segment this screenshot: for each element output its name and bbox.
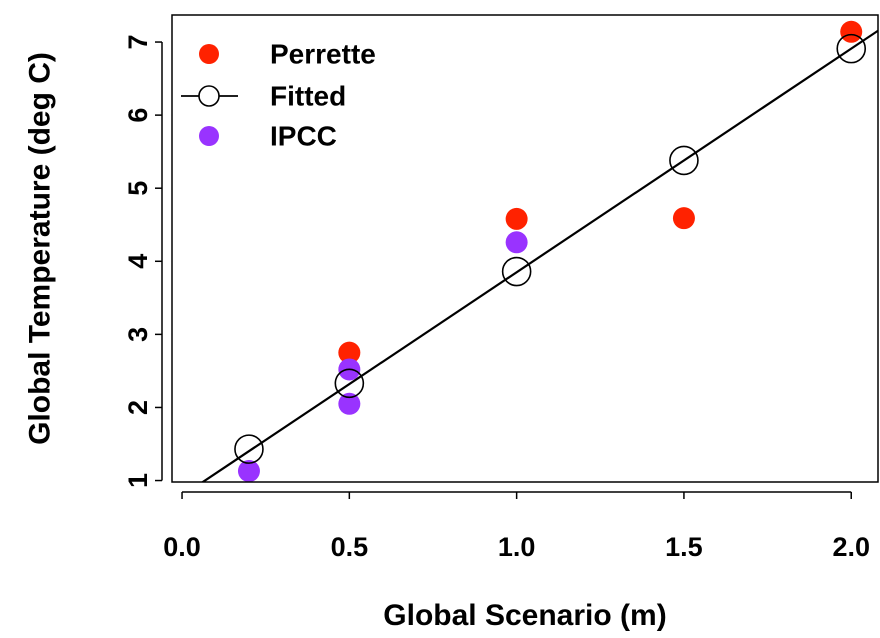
y-tick-label: 6 xyxy=(123,108,153,123)
series-ipcc xyxy=(237,231,528,482)
y-axis: 1 2 3 4 5 6 7 xyxy=(123,35,163,488)
y-tick-label: 2 xyxy=(123,400,153,415)
y-tick-label: 3 xyxy=(123,327,153,342)
plot-frame xyxy=(171,14,879,483)
x-axis-title: Global Scenario (m) xyxy=(383,599,666,632)
series-perrette xyxy=(338,20,863,364)
legend-label: Perrette xyxy=(270,39,376,70)
y-tick-label: 7 xyxy=(123,35,153,50)
legend-symbol xyxy=(199,126,219,146)
x-tick-label: 2.0 xyxy=(832,532,870,562)
fitted-line xyxy=(200,29,878,482)
data-point xyxy=(505,207,528,230)
data-point xyxy=(234,434,264,464)
legend-label: Fitted xyxy=(270,81,346,112)
legend-item: Perrette xyxy=(199,39,376,70)
data-point xyxy=(505,231,528,254)
data-point xyxy=(338,392,361,415)
legend-item: Fitted xyxy=(181,81,346,112)
data-point xyxy=(334,368,365,399)
legend-symbol xyxy=(198,85,220,107)
data-point xyxy=(672,207,695,230)
data-point xyxy=(669,145,699,176)
y-tick-label: 5 xyxy=(123,181,153,196)
legend-label: IPCC xyxy=(270,121,337,152)
y-tick-label: 4 xyxy=(123,254,153,269)
series-fitted xyxy=(200,29,878,482)
data-point xyxy=(501,256,532,287)
legend-symbol xyxy=(199,44,219,64)
data-point xyxy=(338,341,361,364)
x-axis: 0.0 0.5 1.0 1.5 2.0 xyxy=(163,491,870,562)
data-point xyxy=(840,20,863,43)
x-tick-label: 0.5 xyxy=(331,532,369,562)
x-tick-label: 1.5 xyxy=(665,532,703,562)
x-tick-label: 0.0 xyxy=(163,532,201,562)
data-point xyxy=(237,460,260,482)
y-tick-label: 1 xyxy=(123,473,153,488)
x-tick-label: 1.0 xyxy=(498,532,536,562)
data-point xyxy=(836,33,867,64)
y-axis-title: Global Temperature (deg C) xyxy=(24,52,57,445)
legend-item: IPCC xyxy=(199,121,337,152)
legend: Perrette Fitted IPCC xyxy=(181,39,376,152)
plot-area xyxy=(200,20,878,482)
